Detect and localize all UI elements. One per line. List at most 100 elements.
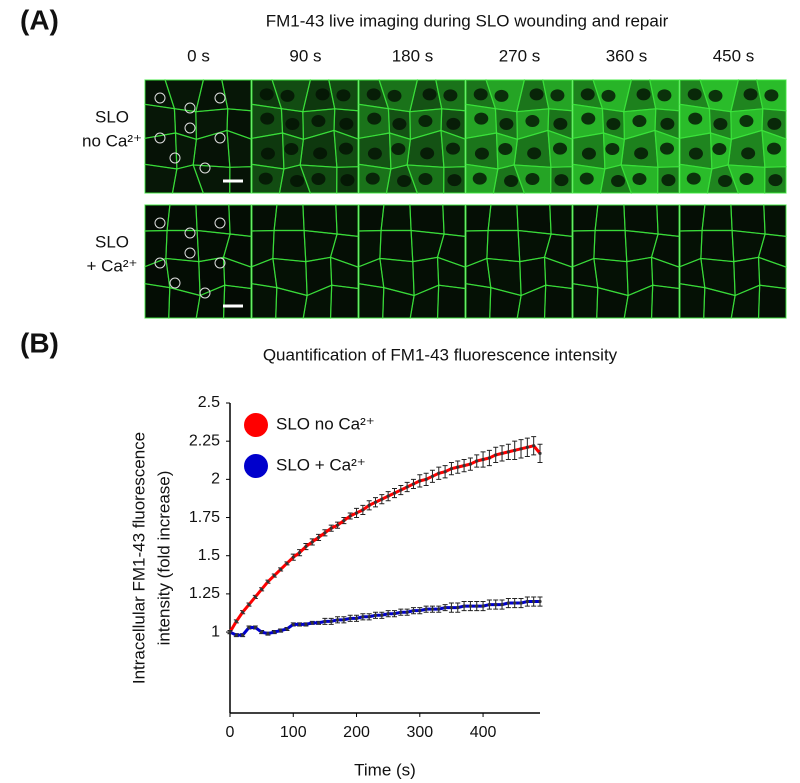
nucleus [606,118,621,131]
nucleus [499,118,514,131]
micrograph [572,204,680,319]
nucleus [260,112,275,125]
nucleus [688,147,703,160]
point [260,630,264,634]
point [316,621,321,625]
point [348,514,352,518]
cell [144,163,178,194]
nucleus [739,115,754,128]
point [380,613,384,617]
cell [763,204,787,238]
nucleus [554,174,569,187]
point [285,627,289,631]
micrograph [144,204,252,319]
micrograph [679,79,787,194]
cell [329,284,359,319]
nucleus [525,115,540,128]
point [354,511,359,515]
y-tick-label: 1 [211,623,220,640]
point [418,479,422,483]
cell [572,204,599,232]
point [241,633,245,637]
point [405,485,409,489]
legend-marker [244,454,268,478]
nucleus [446,117,461,130]
cell [650,284,680,319]
nucleus [446,142,461,155]
nucleus [418,172,433,185]
point [279,628,283,633]
point [405,610,409,614]
point [253,595,257,599]
point [329,619,333,623]
point [380,497,384,501]
point [297,551,302,555]
micrograph [465,79,573,194]
nucleus [340,174,355,187]
roi [154,217,166,229]
nucleus [392,118,407,131]
nucleus [660,117,675,130]
point [525,599,529,604]
point [513,448,517,452]
legend-label: SLO + Ca²⁺ [276,455,366,474]
nucleus [601,89,616,102]
nucleus [366,88,381,101]
cell [195,204,231,235]
point [399,488,403,492]
point [506,601,510,605]
point [316,535,321,539]
micrograph [358,204,466,319]
nucleus [365,172,380,185]
point [323,619,327,623]
x-tick-label: 200 [343,724,370,741]
point [247,602,251,607]
cell [594,204,626,232]
point [399,610,403,614]
time-label: 270 s [499,46,541,65]
point [266,631,270,636]
point [468,604,473,608]
row-label: + Ca²⁺ [86,256,137,275]
point [329,526,333,530]
point [449,606,454,610]
roi [169,152,181,164]
cell [302,204,338,235]
cell [516,204,552,235]
x-tick-label: 0 [226,724,235,741]
nucleus [687,88,702,101]
micrograph [358,79,466,194]
y-tick-label: 2.5 [198,394,220,411]
time-label: 180 s [392,46,434,65]
chart-title: Quantification of FM1-43 fluorescence in… [263,345,618,364]
nucleus [290,174,305,187]
point [342,518,346,523]
cell [222,284,252,319]
time-label: 0 s [187,46,210,65]
roi [184,247,196,259]
micrograph [251,79,359,194]
nucleus [498,142,513,155]
point [538,451,542,455]
nucleus [260,147,275,160]
nucleus [712,142,727,155]
point [361,615,365,619]
point [494,602,498,607]
point [462,604,466,608]
nucleus [553,117,568,130]
point [538,599,542,604]
cell [487,204,519,232]
roi [214,92,226,104]
roi [214,132,226,144]
nucleus [634,147,649,160]
legend-marker [244,413,268,437]
point [430,607,435,611]
cell [436,284,466,319]
point [481,457,485,462]
cell [144,132,178,170]
nucleus [387,89,402,102]
nucleus [336,89,351,102]
cell [165,229,200,263]
nucleus [581,147,596,160]
